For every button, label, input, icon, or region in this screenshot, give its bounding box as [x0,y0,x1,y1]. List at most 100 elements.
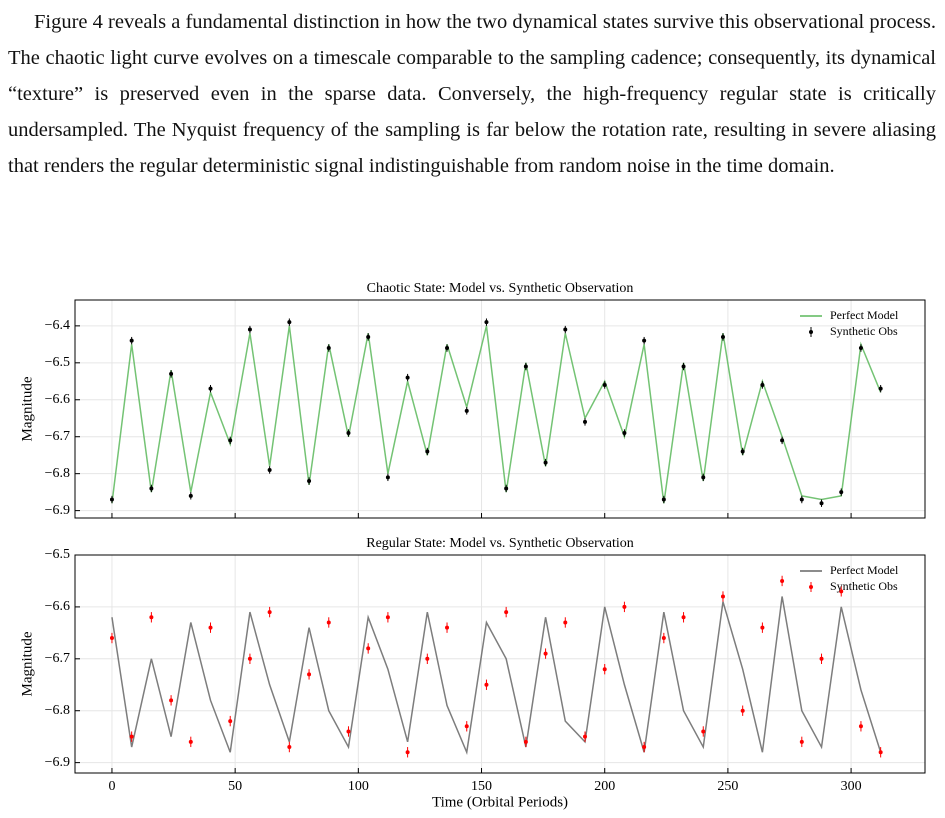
y-tick-label: −6.6 [45,392,70,407]
obs-point [346,431,351,436]
obs-point [445,346,450,351]
x-tick-label: 0 [108,779,115,794]
obs-point [701,475,706,480]
y-tick-label: −6.9 [45,503,70,518]
x-tick-label: 250 [717,779,738,794]
y-tick-label: −6.5 [45,547,70,562]
y-tick-label: −6.8 [45,703,70,718]
obs-point [642,338,647,343]
obs-point [464,724,469,729]
obs-point [484,682,489,687]
obs-point [661,636,666,641]
obs-point [583,734,587,739]
obs-point [129,734,134,739]
obs-point [760,382,765,387]
obs-point [701,729,706,734]
obs-point [484,320,489,325]
obs-point [523,739,528,744]
obs-point [878,386,883,391]
obs-point [405,375,410,380]
obs-point [445,625,450,630]
y-tick-label: −6.4 [45,318,70,333]
obs-point [543,460,548,465]
obs-point [129,338,134,343]
obs-point [425,656,430,661]
chart-title: Chaotic State: Model vs. Synthetic Obser… [367,281,634,296]
chart-title: Regular State: Model vs. Synthetic Obser… [366,536,634,551]
obs-point [858,724,863,729]
legend-swatch [809,330,813,334]
obs-point [839,589,844,594]
obs-point [642,745,647,750]
obs-point [543,651,548,656]
obs-point [504,486,509,491]
obs-point [405,750,410,755]
legend-label: Perfect Model [830,308,899,322]
obs-point [247,327,252,332]
obs-point [208,625,213,630]
obs-point [287,320,292,325]
obs-point [267,467,272,472]
x-axis-label: Time (Orbital Periods) [432,794,568,810]
paragraph: Figure 4 reveals a fundamental distincti… [8,11,936,177]
obs-point [622,604,627,609]
y-tick-label: −6.6 [45,599,70,614]
plot-frame [74,299,926,519]
obs-point [228,719,233,724]
obs-point [326,346,331,351]
obs-point [681,615,686,620]
legend-label: Perfect Model [830,563,899,577]
y-axis-label: Magnitude [19,376,35,441]
obs-point [563,327,568,332]
obs-point [464,408,469,413]
obs-point [858,346,863,351]
obs-point [228,438,233,443]
obs-point [385,615,390,620]
obs-point [583,419,587,424]
obs-point [385,475,390,480]
obs-point [878,750,883,755]
obs-point [681,364,686,369]
obs-point [780,578,785,583]
y-axis-label: Magnitude [19,631,35,696]
y-tick-label: −6.9 [45,755,70,770]
obs-point [819,501,824,506]
y-tick-label: −6.7 [45,429,70,444]
obs-point [819,656,824,661]
model-line [111,596,882,755]
obs-point [188,739,193,744]
obs-point [602,382,607,387]
obs-point [504,610,509,615]
obs-point [169,698,174,703]
legend-label: Synthetic Obs [830,324,898,338]
obs-point [169,371,174,376]
obs-point [188,493,193,498]
obs-point [247,656,252,661]
y-tick-label: −6.8 [45,466,70,481]
obs-point [839,490,844,495]
obs-point [366,646,371,651]
obs-point [149,615,154,620]
obs-point [109,497,114,502]
x-tick-label: 200 [594,779,615,794]
obs-point [622,431,627,436]
obs-point [208,386,213,391]
obs-point [661,497,666,502]
obs-point [307,672,312,677]
obs-point [149,486,154,491]
obs-point [366,334,371,339]
obs-point [523,364,528,369]
obs-point [720,334,725,339]
obs-point [740,449,745,454]
y-tick-label: −6.5 [45,355,70,370]
obs-point [799,739,804,744]
plot-frame [74,554,926,774]
obs-point [287,745,292,750]
legend-label: Synthetic Obs [830,579,898,593]
obs-point [326,620,331,625]
x-tick-label: 100 [348,779,369,794]
y-tick-label: −6.7 [45,651,70,666]
obs-point [740,708,745,713]
obs-point [799,497,804,502]
